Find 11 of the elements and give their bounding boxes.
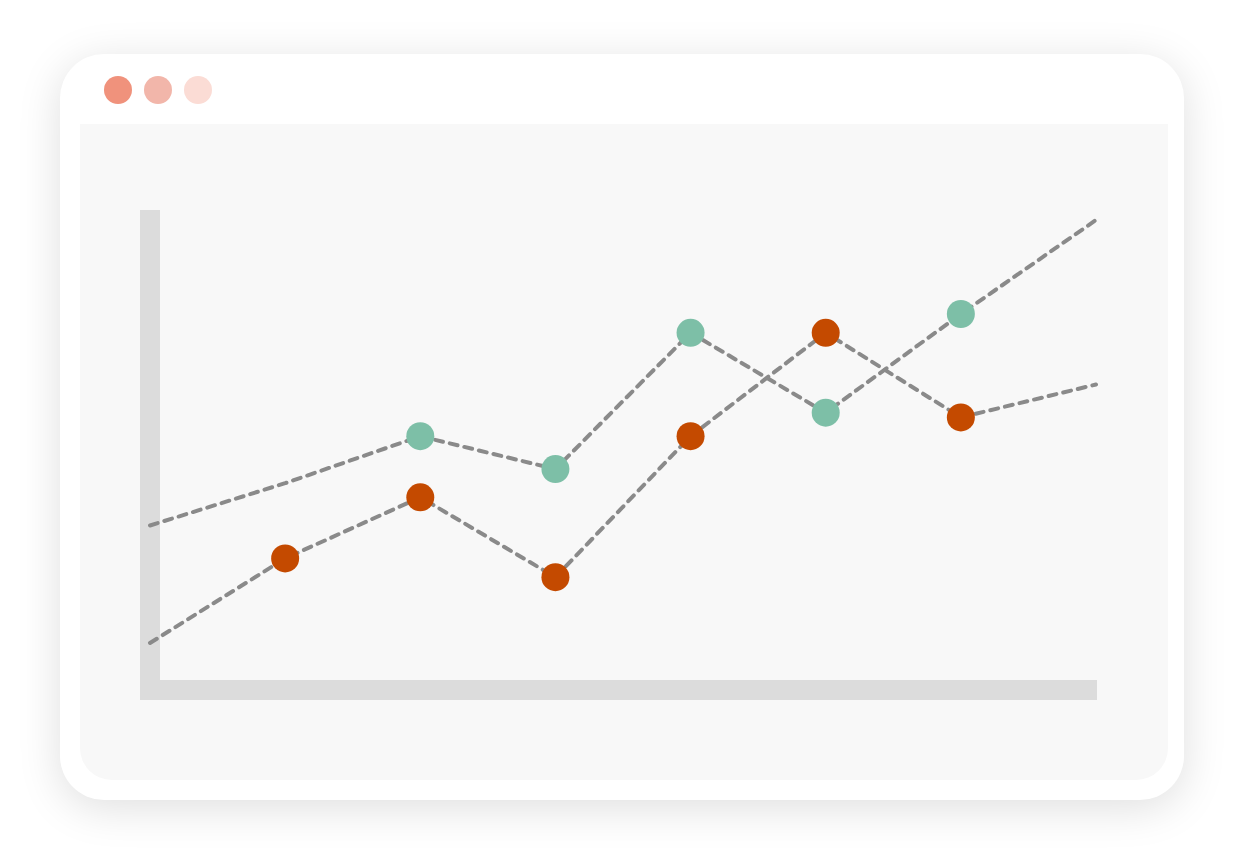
point bbox=[676, 318, 705, 347]
point bbox=[406, 422, 435, 451]
point bbox=[541, 455, 570, 484]
point bbox=[676, 422, 705, 451]
point bbox=[946, 300, 975, 328]
point bbox=[406, 483, 435, 512]
point bbox=[271, 544, 300, 573]
point bbox=[811, 318, 840, 347]
point bbox=[811, 398, 840, 427]
point bbox=[946, 403, 975, 432]
point bbox=[541, 563, 570, 592]
